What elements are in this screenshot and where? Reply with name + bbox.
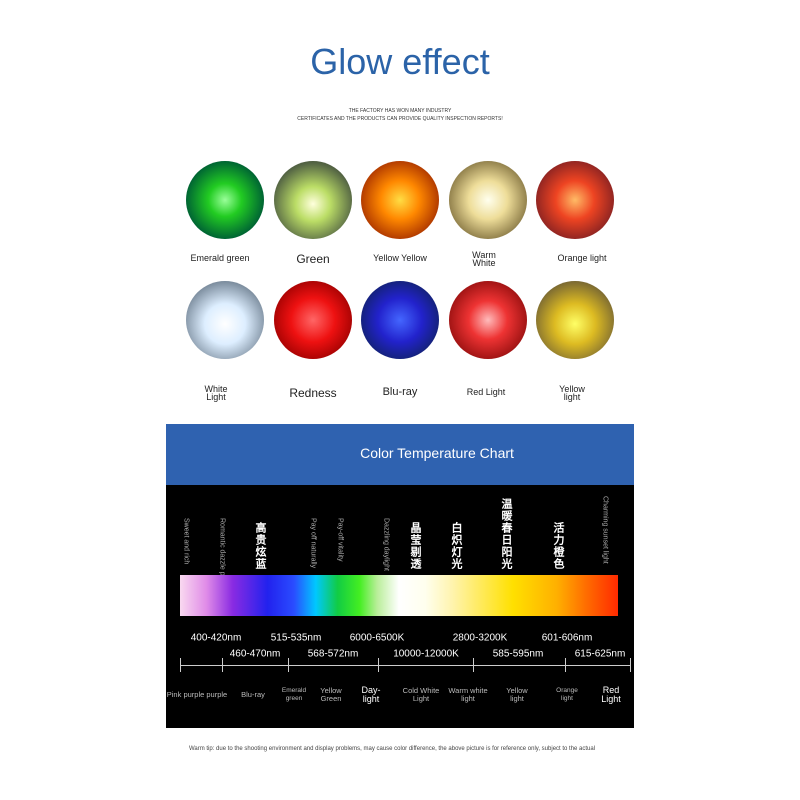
color-name: Yellow light xyxy=(506,686,528,703)
color-name: Pink purple purple xyxy=(166,690,228,699)
vertical-label: 高贵炫蓝 xyxy=(254,522,266,570)
led-label: Warm White xyxy=(472,250,496,268)
color-name: Warm white light xyxy=(448,686,488,703)
chart-header xyxy=(166,424,634,485)
vertical-label: 晶莹剔透 xyxy=(409,522,421,570)
subtitle: THE FACTORY HAS WON MANY INDUSTRY xyxy=(348,108,452,114)
led-label: Orange light xyxy=(557,253,607,263)
vertical-label: Pay-off vitality xyxy=(336,518,344,562)
color-name: Day-light xyxy=(361,685,381,704)
range-label: 601-606nm xyxy=(541,632,593,644)
led-image xyxy=(449,281,527,359)
led-image xyxy=(186,161,264,239)
range-label: 400-420nm xyxy=(190,632,242,644)
vertical-label: Charming sunset light xyxy=(601,496,609,564)
led-image xyxy=(536,281,614,359)
vertical-label: Sweet and rich xyxy=(182,518,190,565)
subtitle: CERTIFICATES AND THE PRODUCTS CAN PROVID… xyxy=(297,116,503,122)
vertical-label: Romantic dazzle purple xyxy=(218,518,226,592)
scale-tick xyxy=(565,658,566,672)
vertical-label: Pay off naturally xyxy=(309,518,317,569)
color-name: Emerald green xyxy=(281,687,307,702)
range-label: 615-625nm xyxy=(574,648,626,660)
vertical-label: 白炽灯光 xyxy=(450,522,462,570)
spectrum-bar xyxy=(180,575,618,616)
chart-title: Color Temperature Chart xyxy=(360,445,514,461)
led-label: Yellow light xyxy=(559,384,585,402)
led-image xyxy=(536,161,614,239)
led-label: Yellow Yellow xyxy=(373,253,427,263)
led-label: White Light xyxy=(204,384,228,402)
led-image xyxy=(186,281,264,359)
range-label: 2800-3200K xyxy=(452,632,508,644)
vertical-label: 活力橙色 xyxy=(552,522,564,570)
scale-tick xyxy=(630,658,631,672)
led-image xyxy=(361,161,439,239)
scale-tick xyxy=(222,658,223,672)
footer-note: Warm tip: due to the shooting environmen… xyxy=(188,746,596,752)
color-name: Cold White Light xyxy=(402,686,440,703)
color-name: Yellow Green xyxy=(320,686,342,703)
led-label: Blu-ray xyxy=(382,386,418,398)
scale-tick xyxy=(473,658,474,672)
vertical-label: Dazzling daylight xyxy=(382,518,390,571)
led-image xyxy=(361,281,439,359)
led-image xyxy=(274,281,352,359)
color-name: Orange light xyxy=(556,687,578,702)
led-label: Green xyxy=(296,252,330,266)
led-image xyxy=(449,161,527,239)
scale-tick xyxy=(288,658,289,672)
range-label: 568-572nm xyxy=(307,648,359,660)
range-label: 460-470nm xyxy=(229,648,281,660)
vertical-label: 温暖春日阳光 xyxy=(500,498,512,570)
led-label: Red Light xyxy=(466,387,506,397)
range-label: 585-595nm xyxy=(492,648,544,660)
led-label: Redness xyxy=(289,386,337,400)
title: Glow effect xyxy=(310,41,490,82)
scale-line xyxy=(180,665,630,666)
led-image xyxy=(274,161,352,239)
range-label: 6000-6500K xyxy=(349,632,405,644)
scale-tick xyxy=(378,658,379,672)
range-label: 10000-12000K xyxy=(393,648,459,660)
color-name: Blu-ray xyxy=(241,690,265,699)
led-label: Emerald green xyxy=(190,253,250,263)
range-label: 515-535nm xyxy=(270,632,322,644)
scale-tick xyxy=(180,658,181,672)
color-name: Red Light xyxy=(601,685,621,704)
